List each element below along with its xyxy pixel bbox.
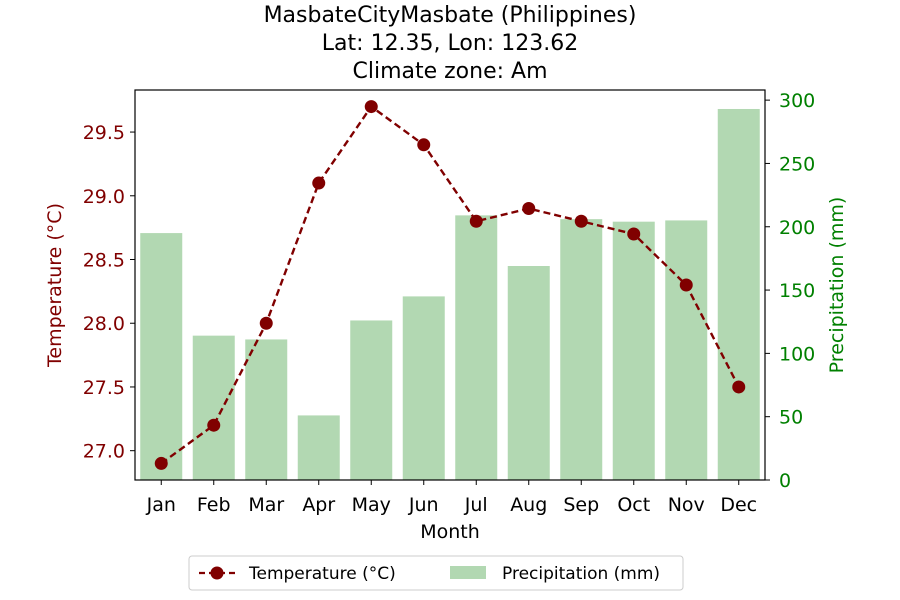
temperature-point-oct [627, 227, 641, 241]
temperature-point-jul [469, 214, 483, 228]
x-axis-label: Month [420, 521, 480, 543]
left-tick-label: 29.0 [83, 186, 125, 208]
temperature-point-nov [679, 278, 693, 292]
precipitation-bar-nov [665, 220, 708, 481]
legend-precipitation-swatch [450, 566, 486, 579]
right-tick-label: 200 [779, 217, 815, 239]
title-line-3: Climate zone: Am [352, 59, 547, 84]
legend: Temperature (°C) Precipitation (mm) [188, 555, 684, 591]
x-tick-label: Nov [668, 494, 705, 516]
precipitation-bar-may [350, 320, 393, 480]
temperature-point-dec [732, 380, 746, 394]
precipitation-bars [140, 108, 760, 481]
title-line-1: MasbateCityMasbate (Philippines) [264, 3, 637, 28]
right-tick-label: 0 [779, 470, 791, 492]
right-tick-label: 100 [779, 343, 815, 365]
precipitation-bar-feb [192, 335, 235, 480]
plot-frame [134, 89, 766, 481]
left-tick-label: 27.0 [83, 441, 125, 463]
right-tick-label: 250 [779, 153, 815, 175]
legend-temperature-label: Temperature (°C) [248, 564, 396, 584]
left-tick-label: 28.0 [83, 313, 125, 335]
x-tick-label: Apr [302, 494, 335, 516]
x-axis-ticks: Jan Feb Mar Apr May Jun Jul Aug Sep Oct Nov Dec [146, 480, 757, 516]
left-axis-ticks: 27.0 27.5 28.0 28.5 29.0 29.5 [83, 122, 135, 463]
precipitation-bar-jun [402, 296, 445, 480]
precipitation-bar-oct [612, 221, 655, 481]
x-tick-label: Dec [720, 494, 757, 516]
right-axis-ticks: 0 50 100 150 200 250 300 [765, 90, 815, 492]
temperature-point-jun [417, 138, 431, 152]
legend-temperature-swatch [199, 566, 235, 580]
precipitation-bar-jul [455, 215, 498, 480]
precipitation-bar-aug [507, 266, 550, 480]
precipitation-bar-sep [560, 219, 603, 481]
x-tick-label: Oct [617, 494, 650, 516]
x-tick-label: Sep [563, 494, 599, 516]
precipitation-bar-apr [297, 415, 340, 480]
precipitation-bar-mar [245, 339, 288, 480]
precipitation-bar-dec [717, 108, 760, 481]
left-tick-label: 29.5 [83, 122, 125, 144]
right-tick-label: 300 [779, 90, 815, 112]
x-tick-label: Mar [248, 494, 284, 516]
legend-box [188, 555, 684, 591]
precipitation-bar-jan [140, 233, 183, 480]
temperature-line-series [154, 100, 746, 470]
right-tick-label: 50 [779, 407, 803, 429]
x-tick-label: Jul [464, 494, 488, 516]
right-axis-label: Precipitation (mm) [826, 197, 848, 374]
temperature-line [160, 104, 740, 465]
left-axis-label: Temperature (°C) [44, 203, 66, 368]
temperature-point-feb [207, 418, 221, 432]
left-tick-label: 28.5 [83, 250, 125, 272]
x-tick-label: Aug [510, 494, 547, 516]
x-tick-label: Jun [408, 494, 439, 516]
temperature-point-may [364, 100, 378, 114]
temperature-point-mar [259, 316, 273, 330]
temperature-point-jan [154, 456, 168, 470]
left-tick-label: 27.5 [83, 377, 125, 399]
temperature-point-apr [312, 176, 326, 190]
temperature-point-sep [574, 214, 588, 228]
legend-precipitation-label: Precipitation (mm) [502, 564, 660, 584]
right-tick-label: 150 [779, 280, 815, 302]
title-line-2: Lat: 12.35, Lon: 123.62 [322, 31, 578, 56]
temperature-point-aug [522, 202, 536, 216]
x-tick-label: Feb [197, 494, 231, 516]
x-tick-label: May [352, 494, 391, 516]
chart-title: MasbateCityMasbate (Philippines) Lat: 12… [264, 3, 637, 84]
x-tick-label: Jan [146, 494, 176, 516]
